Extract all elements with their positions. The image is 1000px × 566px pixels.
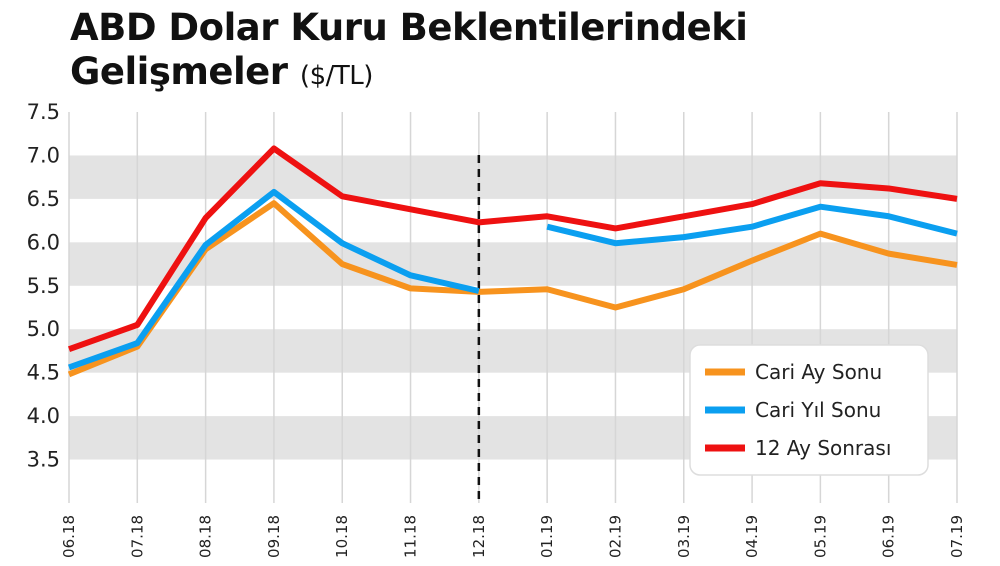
x-tick-label: 01.19 [538,515,556,558]
legend-box [689,344,929,476]
x-tick-label: 03.19 [675,515,693,558]
y-tick-label: 7.5 [27,100,60,124]
series-line-cari-yıl-sonu [67,188,480,371]
x-tick-label: 10.18 [333,515,351,558]
y-tick-label: 6.0 [27,230,60,254]
y-tick-label: 3.5 [27,448,60,472]
x-tick-label: 07.19 [948,515,966,558]
series-line-cari-yıl-sonu [546,203,958,247]
y-tick-label: 7.0 [27,143,60,167]
legend-label: 12 Ay Sonrası [755,436,891,460]
legend-label: Cari Ay Sonu [755,360,882,384]
x-tick-label: 08.18 [197,515,215,558]
x-tick-label: 09.18 [265,515,283,558]
y-tick-label: 4.5 [27,361,60,385]
chart-title: ABD Dolar Kuru Beklentilerindeki Gelişme… [70,6,748,98]
series-line-12-ay-sonrası [67,145,958,353]
grid-band [69,155,957,199]
y-tick-label: 6.5 [27,187,60,211]
x-tick-label: 02.19 [606,515,624,558]
series-line-cari-ay-sonu [67,200,958,378]
x-tick-label: 11.18 [402,515,420,558]
title-unit: ($/TL) [299,61,373,91]
y-tick-label: 4.0 [27,404,60,428]
x-tick-label: 07.18 [128,515,146,558]
x-tick-label: 06.19 [880,515,898,558]
x-tick-label: 06.18 [60,515,78,558]
grid-band [69,242,957,286]
y-tick-label: 5.5 [27,274,60,298]
x-tick-label: 05.19 [811,515,829,558]
title-line-2: Gelişmeler [70,50,288,93]
legend-label: Cari Yıl Sonu [755,398,881,422]
x-tick-label: 04.19 [743,515,761,558]
title-line-1: ABD Dolar Kuru Beklentilerindeki [70,6,748,49]
x-tick-label: 12.18 [470,515,488,558]
y-tick-label: 5.0 [27,317,60,341]
